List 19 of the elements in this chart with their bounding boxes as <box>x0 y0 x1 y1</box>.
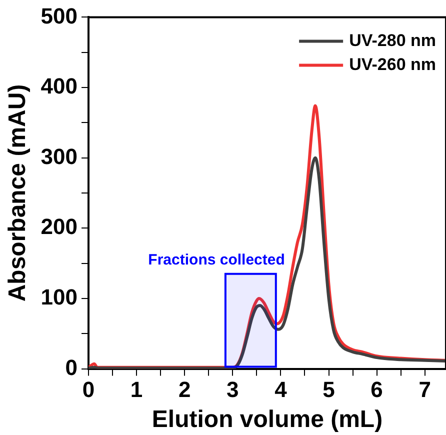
y-tick-label: 400 <box>40 74 78 99</box>
legend-label: UV-280 nm <box>349 30 436 50</box>
y-tick-label: 500 <box>40 3 78 28</box>
band-label: Fractions collected <box>148 252 285 269</box>
x-axis-title: Elution volume (mL) <box>152 406 383 434</box>
y-tick-label: 0 <box>65 354 78 380</box>
x-tick-label: 0 <box>82 377 95 402</box>
legend-label: UV-260 nm <box>349 54 436 74</box>
y-tick-label: 200 <box>40 214 78 240</box>
x-tick-label: 2 <box>178 377 191 402</box>
x-tick-label: 1 <box>130 377 143 402</box>
x-tick-label: 3 <box>226 377 239 402</box>
x-tick-label: 7 <box>418 377 431 402</box>
x-tick-label: 5 <box>322 377 335 402</box>
x-tick-label: 6 <box>370 377 383 402</box>
y-tick-label: 100 <box>40 284 78 310</box>
x-tick-label: 4 <box>274 377 288 402</box>
y-axis-title: Absorbance (mAU) <box>4 84 32 302</box>
y-tick-label: 300 <box>40 144 78 169</box>
